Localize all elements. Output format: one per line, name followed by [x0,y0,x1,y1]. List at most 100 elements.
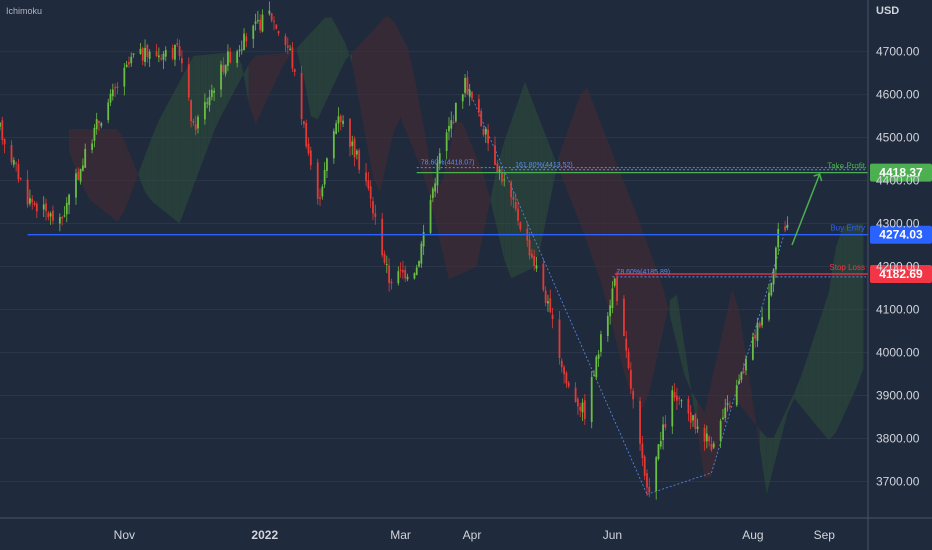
candle [542,263,545,290]
cloud-segment [75,128,83,187]
candle [616,277,618,302]
candle [461,94,464,102]
cloud-segment [607,141,615,336]
cloud-segment [331,17,339,90]
candle [641,443,644,459]
candle [632,391,635,400]
candle [452,121,455,123]
level-price-label: 4418.37 [879,166,923,180]
candle [365,172,367,182]
candle [93,127,96,141]
candle [68,194,70,205]
cloud-segment [400,34,408,135]
cloud-segment [359,37,367,140]
level-price-badge [870,225,932,244]
candle [111,89,114,97]
candle [204,102,206,120]
candle [708,436,711,442]
cloud-segment [124,140,132,212]
candle [671,390,674,427]
cloud-segment [635,211,643,409]
cloud-segment [255,55,263,125]
cloud-segment [442,151,449,280]
candle [487,129,490,144]
candle [259,19,262,30]
candle [514,202,517,209]
candle [627,351,630,369]
cloud-segment [435,181,443,250]
candle [98,120,100,124]
candle [178,46,181,57]
candle [42,204,45,210]
cloud-segment [303,32,311,117]
cloud-segment [545,135,553,222]
candlestick-series [0,1,789,500]
candle [180,58,183,64]
candle [728,405,731,408]
candle [482,128,485,135]
cloud-segment [248,55,256,125]
candle [355,150,358,155]
candle [123,67,126,87]
candle [45,203,47,212]
candle [132,53,135,55]
cloud-segment [594,105,601,282]
cloud-segment [518,81,525,276]
cloud-segment [151,120,159,207]
candle [206,102,209,104]
candle [565,372,568,384]
cloud-segment [815,313,822,433]
candle [484,128,487,135]
candle [240,49,243,51]
candle [445,132,448,152]
cloud-segment [193,55,201,187]
candle [220,64,222,90]
candle [95,119,98,130]
cloud-segment [808,333,816,424]
candle [611,288,614,308]
cloud-segment [317,17,325,120]
cloud-segment [372,22,380,193]
candle [415,267,418,275]
x-tick-label: Sep [814,528,836,542]
candle [770,282,773,296]
cloud-segment [711,351,719,477]
currency-label: USD [876,5,900,17]
candle [164,50,167,57]
level-text: Take Profit [827,162,866,171]
candle [174,44,176,60]
level-price-label: 4182.69 [879,267,923,281]
cloud-segment [580,87,588,243]
candle [595,356,598,378]
cloud-segment [745,356,753,422]
candle [210,89,213,98]
cloud-segment [683,340,691,391]
cloud-segment [669,294,677,345]
grid [0,51,868,482]
candle [593,374,595,376]
candle [496,163,499,172]
indicator-label[interactable]: Ichimoku [6,6,43,16]
cloud-segment [821,292,829,441]
candle [63,215,66,217]
candle [286,45,289,48]
cloud-segment [828,247,836,441]
candle [726,403,729,405]
candle [326,158,328,171]
candle [530,253,533,258]
candle [722,417,724,420]
candle [629,370,632,389]
candle [31,198,34,203]
cloud-segment [787,392,795,414]
candle [316,162,319,199]
cloud-segment [483,174,491,233]
level-price-badge [870,264,932,283]
y-tick-label: 4700.00 [876,45,920,59]
candle [735,385,738,406]
candle [353,138,356,158]
cloud-segment [718,320,726,450]
candle [369,186,372,199]
candle [100,123,103,126]
candle [777,228,780,248]
